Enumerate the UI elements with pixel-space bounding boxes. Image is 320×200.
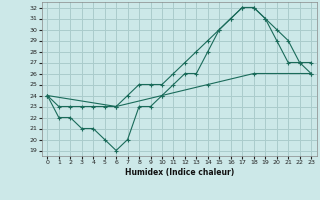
X-axis label: Humidex (Indice chaleur): Humidex (Indice chaleur) (124, 168, 234, 177)
